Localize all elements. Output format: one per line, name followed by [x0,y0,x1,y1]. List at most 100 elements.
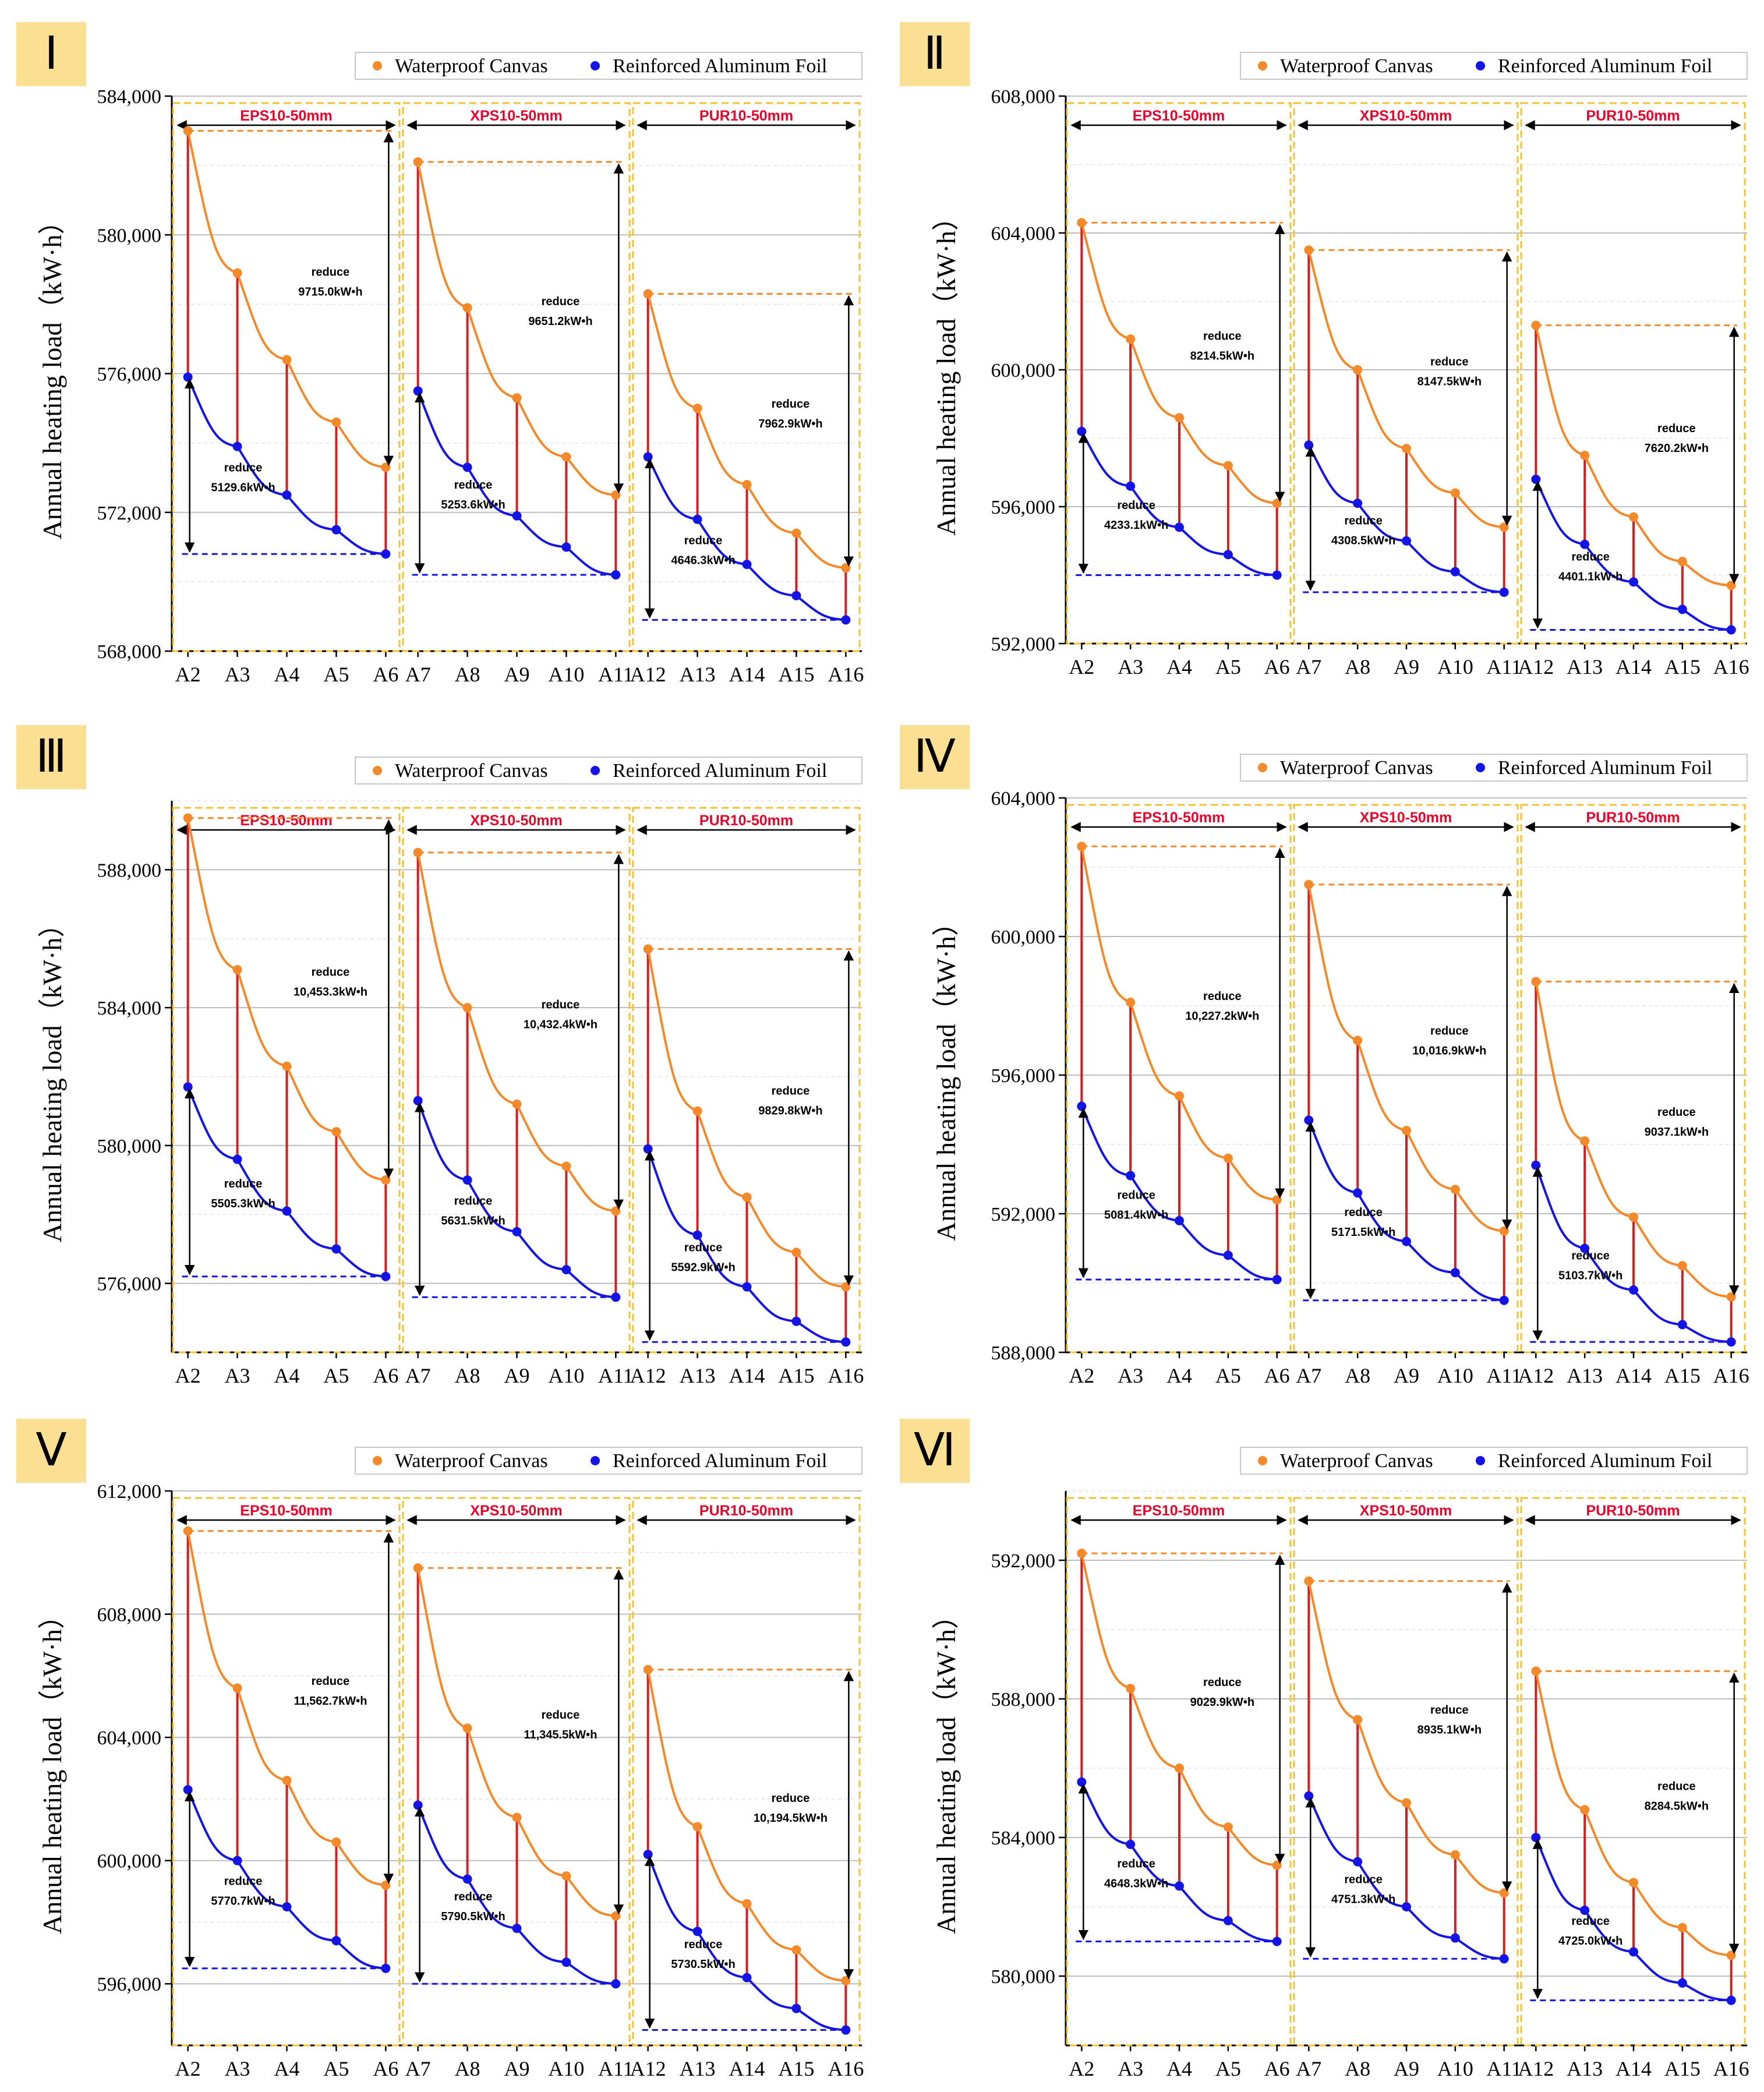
x-tick-label: A3 [1118,2057,1143,2080]
series-line-canvas [416,1567,616,1917]
x-tick-label: A16 [1713,1364,1749,1387]
reduce-value-canvas: 9651.2kW•h [528,315,592,328]
segment-box [402,102,631,652]
x-tick-label: A7 [1296,2057,1321,2080]
segment-box [1293,102,1519,645]
panel-label: Ⅰ [16,22,86,86]
reduce-value-foil: 5103.7kW•h [1558,1269,1622,1282]
reduce-word-foil: reduce [1117,1189,1155,1202]
series-line-canvas [1307,1581,1504,1895]
point-foil [1223,1916,1233,1925]
segment-label: PUR10-50mm [1586,1503,1680,1519]
panel-label-box [900,22,970,86]
x-tick-label: A5 [1215,655,1241,679]
legend-marker-canvas [1258,1456,1267,1465]
x-tick-label: A11 [1486,655,1522,679]
panel-label-box [16,725,86,789]
reduce-word-canvas: reduce [1430,355,1469,368]
series-line-canvas [416,852,616,1213]
point-foil [561,1957,571,1967]
point-canvas [1126,998,1136,1008]
point-foil [1353,1857,1363,1867]
reduce-value-canvas: 8935.1kW•h [1417,1723,1482,1736]
segment-box [1293,1497,1519,2047]
segment-PUR10-50mm: PUR10-50mm reduce 8284.5kW•h reduce 4725.0kW… [1520,1497,1746,2047]
panel-label: Ⅳ [900,725,970,789]
reduce-word-foil: reduce [684,534,723,547]
reduce-value-foil: 4233.1kW•h [1104,519,1168,532]
chart-panel-3: Ⅲ 576,000 580,000 584,000 588,000 Annual heat… [16,725,864,1387]
x-tick-label: A12 [630,663,666,686]
reduce-value-canvas: 7620.2kW•h [1645,442,1709,455]
segment-box [1066,804,1292,1354]
x-tick-label: A5 [323,663,349,686]
panel-label: Ⅱ [900,22,970,86]
point-canvas [1629,1878,1638,1888]
series-line-canvas [1307,884,1504,1232]
point-foil [183,1785,193,1795]
point-foil [1304,1115,1314,1125]
x-tick-label: A11 [598,2057,634,2080]
y-tick-label: 592,000 [991,1204,1056,1225]
series-line-canvas [416,161,616,496]
segment-box [632,807,861,1354]
segment-label: PUR10-50mm [1586,108,1680,124]
segment-box [172,102,401,652]
y-tick-label: 604,000 [991,223,1056,245]
point-foil [232,1154,242,1164]
reduce-value-foil: 5730.5kW•h [671,1958,735,1971]
series-line-foil [646,456,846,621]
segment-PUR10-50mm: PUR10-50mm reduce 7962.9kW•h reduce 4646.3kW… [632,102,861,652]
series-line-canvas [1080,846,1277,1202]
point-canvas [331,417,341,427]
point-foil [331,1244,341,1254]
segment-PUR10-50mm: PUR10-50mm reduce 9037.1kW•h reduce 5103.7kW… [1520,804,1746,1354]
x-tick-label: A14 [729,1364,765,1387]
reduce-value-foil: 4401.1kW•h [1558,570,1622,583]
point-canvas [1450,488,1460,498]
reduce-word-canvas: reduce [1203,330,1242,342]
x-tick-label: A8 [1345,2057,1370,2080]
point-canvas [512,393,522,403]
segment-PUR10-50mm: PUR10-50mm reduce 7620.2kW•h reduce 4401.1kW… [1520,102,1746,645]
x-tick-label: A13 [680,2057,716,2080]
x-tick-label: A3 [225,2057,250,2080]
point-canvas [462,1723,472,1733]
point-foil [1402,1902,1411,1911]
reduce-word-canvas: reduce [312,1675,350,1688]
legend: Waterproof Canvas Reinforced Aluminum Foi… [1240,52,1748,80]
reduce-word-canvas: reduce [1203,990,1242,1003]
x-tick-label: A13 [680,663,716,686]
segment-box [1066,102,1292,645]
x-tick-label: A10 [1437,2057,1473,2080]
reduce-value-canvas: 10,016.9kW•h [1412,1044,1486,1057]
point-canvas [1450,1850,1460,1860]
x-tick-label: A3 [1118,655,1143,679]
x-tick-label: A2 [1069,1364,1094,1387]
series-line-canvas [1535,325,1731,587]
reduce-value-foil: 4725.0kW•h [1558,1935,1622,1948]
x-tick-label: A13 [1567,2057,1603,2080]
reduce-word-canvas: reduce [542,999,580,1012]
reduce-word-foil: reduce [1117,499,1155,512]
x-tick-label: A14 [1615,1364,1652,1387]
reduce-value-canvas: 8214.5kW•h [1190,349,1254,362]
point-canvas [791,528,801,538]
legend-label-foil: Reinforced Aluminum Foil [613,55,827,77]
x-tick-label: A8 [455,663,480,686]
segment-label: EPS10-50mm [240,1503,332,1519]
reduce-word-canvas: reduce [772,1792,810,1805]
point-canvas [1450,1185,1460,1195]
x-tick-label: A4 [274,663,300,686]
x-tick-label: A7 [405,1364,431,1387]
x-tick-label: A4 [274,2057,300,2080]
legend-marker-canvas [1258,763,1267,772]
point-canvas [1402,1798,1411,1808]
y-tick-label: 604,000 [991,788,1056,810]
x-tick-label: A10 [548,1364,584,1387]
x-tick-label: A11 [598,1364,634,1387]
x-tick-label: A3 [1118,1364,1143,1387]
x-tick-label: A4 [274,1364,300,1387]
point-foil [232,441,242,451]
x-tick-label: A14 [1615,655,1652,679]
